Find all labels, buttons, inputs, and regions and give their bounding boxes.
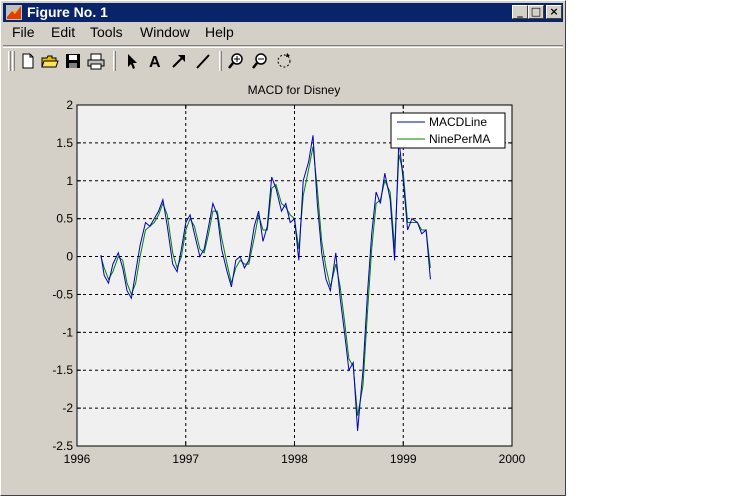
rotate-3d-icon: [277, 53, 291, 68]
draw-arrow-icon: [172, 55, 185, 68]
y-tick-label: -1: [62, 325, 73, 339]
toolbar: A: [3, 45, 563, 74]
zoom-in-icon: [228, 53, 243, 69]
y-tick-label: -2.5: [52, 439, 73, 453]
menu-bar: File Edit Tools Window Help: [3, 23, 563, 42]
new-file-icon: [22, 53, 34, 69]
select-arrow-icon: [128, 54, 137, 69]
window-title: Figure No. 1: [27, 4, 108, 20]
menu-edit[interactable]: Edit: [51, 24, 76, 40]
print-icon: [87, 53, 105, 70]
svg-text:A: A: [149, 54, 161, 71]
open-file-button[interactable]: [39, 51, 61, 71]
minimize-icon: _: [517, 5, 523, 18]
toolbar-separator: [113, 51, 116, 71]
insert-arrow-button[interactable]: [168, 51, 190, 71]
y-tick-label: -1.5: [52, 363, 73, 377]
close-icon: ×: [549, 5, 559, 18]
series-lines: [100, 135, 431, 431]
y-tick-label: 1.5: [56, 136, 73, 150]
x-tick-label: 1996: [64, 452, 91, 466]
series-line-macdline: [100, 135, 431, 431]
grid-lines: [77, 105, 512, 446]
select-button[interactable]: [120, 51, 142, 71]
chart-title: MACD for Disney: [248, 83, 341, 97]
menu-tools[interactable]: Tools: [90, 24, 123, 40]
y-tick-label: -0.5: [52, 287, 73, 301]
insert-line-button[interactable]: [192, 51, 214, 71]
legend[interactable]: MACDLine NinePerMA: [390, 112, 506, 149]
toolbar-grip: [8, 51, 11, 71]
zoom-out-button[interactable]: [249, 51, 271, 71]
y-tick-label: 0.5: [56, 212, 73, 226]
y-tick-label: 2: [66, 98, 73, 112]
print-button[interactable]: [85, 51, 107, 71]
macd-chart[interactable]: 1996 1997 1998 1999 2000 2 1.5 1 0.5 0 -0.5 -1 -1.5 -…: [3, 75, 563, 495]
new-file-button[interactable]: [17, 51, 39, 71]
insert-text-button[interactable]: A: [144, 51, 166, 71]
menu-file[interactable]: File: [12, 24, 35, 40]
y-tick-label: 0: [66, 250, 73, 264]
close-button[interactable]: ×: [546, 5, 562, 19]
series-line-nineperma: [100, 146, 431, 416]
y-tick-label: 1: [66, 174, 73, 188]
legend-label-macdline: MACDLine: [429, 115, 487, 129]
figure-window: Figure No. 1 _ □ × File Edit Tools Windo…: [0, 0, 566, 496]
toolbar-grip: [12, 51, 15, 71]
open-folder-icon: [41, 55, 59, 68]
title-bar[interactable]: Figure No. 1 _ □ ×: [3, 3, 563, 22]
x-tick-label: 1999: [390, 452, 417, 466]
x-tick-label: 2000: [499, 452, 526, 466]
legend-box: [390, 112, 506, 149]
zoom-out-icon: [252, 53, 267, 69]
x-tick-label: 1998: [281, 452, 308, 466]
text-icon: A: [149, 54, 161, 71]
figure-canvas: 1996 1997 1998 1999 2000 2 1.5 1 0.5 0 -0.5 -1 -1.5 -…: [3, 75, 563, 495]
menu-window[interactable]: Window: [140, 24, 190, 40]
toolbar-separator: [219, 51, 222, 71]
axis-ticks: 1996 1997 1998 1999 2000 2 1.5 1 0.5 0 -0.5 -1 -1.5 -…: [52, 98, 525, 466]
maximize-icon: □: [530, 5, 542, 18]
save-button[interactable]: [62, 51, 84, 71]
legend-label-nineperma: NinePerMA: [429, 132, 490, 146]
zoom-in-button[interactable]: [225, 51, 247, 71]
save-icon: [66, 54, 80, 68]
minimize-button[interactable]: _: [512, 5, 528, 19]
matlab-logo-icon: [6, 5, 22, 20]
draw-line-icon: [196, 54, 210, 69]
x-tick-label: 1997: [172, 452, 199, 466]
menu-help[interactable]: Help: [205, 24, 234, 40]
maximize-button[interactable]: □: [528, 5, 544, 19]
rotate-button[interactable]: [273, 51, 295, 71]
y-tick-label: -2: [62, 401, 73, 415]
